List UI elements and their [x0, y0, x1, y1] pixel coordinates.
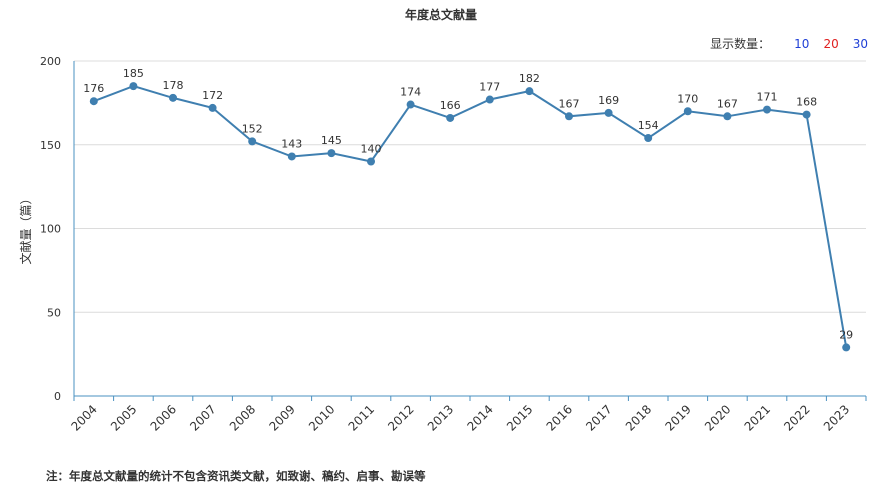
data-point [604, 108, 613, 117]
data-label: 177 [479, 81, 500, 94]
chart-title: 年度总文献量 [404, 8, 477, 22]
data-label: 185 [123, 67, 144, 80]
data-point [446, 113, 455, 122]
series-line [93, 85, 848, 348]
data-point [802, 110, 811, 119]
data-label: 29 [839, 328, 853, 341]
x-tick-label: 2017 [583, 402, 614, 433]
data-label: 167 [717, 97, 738, 110]
data-label: 145 [321, 134, 342, 147]
x-tick-label: 2019 [662, 402, 693, 433]
data-point [683, 107, 692, 116]
footnote: 注：年度总文献量的统计不包含资讯类文献，如致谢、稿约、启事、勘误等 [46, 469, 426, 483]
data-label: 154 [638, 119, 659, 132]
x-tick-label: 2021 [742, 402, 773, 433]
display-count-option-10[interactable]: 10 [794, 36, 810, 51]
y-tick-label: 50 [47, 306, 61, 319]
data-label: 170 [677, 92, 698, 105]
data-point [644, 134, 653, 143]
display-count-option-30[interactable]: 30 [852, 36, 868, 51]
y-tick-label: 100 [40, 223, 61, 236]
data-point [287, 152, 296, 161]
x-tick-label: 2007 [187, 402, 218, 433]
data-label: 152 [242, 122, 263, 135]
data-label: 167 [559, 97, 580, 110]
data-point [406, 100, 415, 109]
data-label: 174 [400, 86, 421, 99]
x-tick-label: 2023 [821, 402, 852, 433]
x-tick-label: 2004 [68, 402, 99, 433]
x-tick-label: 2015 [504, 402, 535, 433]
data-point [485, 95, 494, 104]
data-point [129, 82, 138, 91]
display-count-option-20[interactable]: 20 [823, 36, 839, 51]
data-label: 176 [83, 82, 104, 95]
data-point [169, 93, 177, 102]
y-axis-label: 文献量（篇） [18, 192, 33, 264]
data-point [89, 97, 98, 106]
data-label: 178 [163, 79, 184, 92]
x-tick-label: 2014 [464, 402, 495, 433]
data-label: 171 [757, 91, 778, 104]
data-point [525, 87, 534, 96]
data-point [208, 103, 217, 112]
data-point [565, 112, 573, 121]
data-point [367, 157, 375, 166]
x-tick-label: 2020 [702, 402, 733, 433]
data-label: 172 [202, 89, 223, 102]
data-point [763, 105, 771, 114]
x-tick-label: 2013 [425, 402, 456, 433]
display-count-selector: 显示数量： 10 20 30 [710, 35, 868, 52]
x-tick-label: 2009 [266, 402, 297, 433]
data-label: 140 [361, 143, 382, 156]
x-tick-label: 2018 [623, 402, 654, 433]
data-point [723, 112, 732, 121]
x-tick-label: 2010 [306, 402, 337, 433]
data-label: 166 [440, 99, 461, 112]
x-tick-label: 2006 [148, 402, 179, 433]
x-tick-label: 2011 [346, 402, 377, 433]
data-label: 169 [598, 94, 619, 107]
data-point [248, 137, 257, 146]
data-point [842, 343, 851, 352]
data-label: 168 [796, 96, 817, 109]
data-label: 182 [519, 72, 540, 85]
display-count-label: 显示数量： [710, 37, 771, 51]
y-tick-label: 150 [40, 139, 61, 152]
data-label: 143 [281, 137, 302, 150]
y-tick-label: 0 [54, 390, 61, 403]
x-tick-label: 2012 [385, 402, 416, 433]
data-point [327, 149, 336, 158]
y-tick-label: 200 [40, 55, 61, 68]
x-tick-label: 2005 [108, 402, 139, 433]
x-tick-label: 2016 [544, 402, 575, 433]
x-tick-label: 2008 [227, 402, 258, 433]
x-tick-label: 2022 [781, 402, 812, 433]
